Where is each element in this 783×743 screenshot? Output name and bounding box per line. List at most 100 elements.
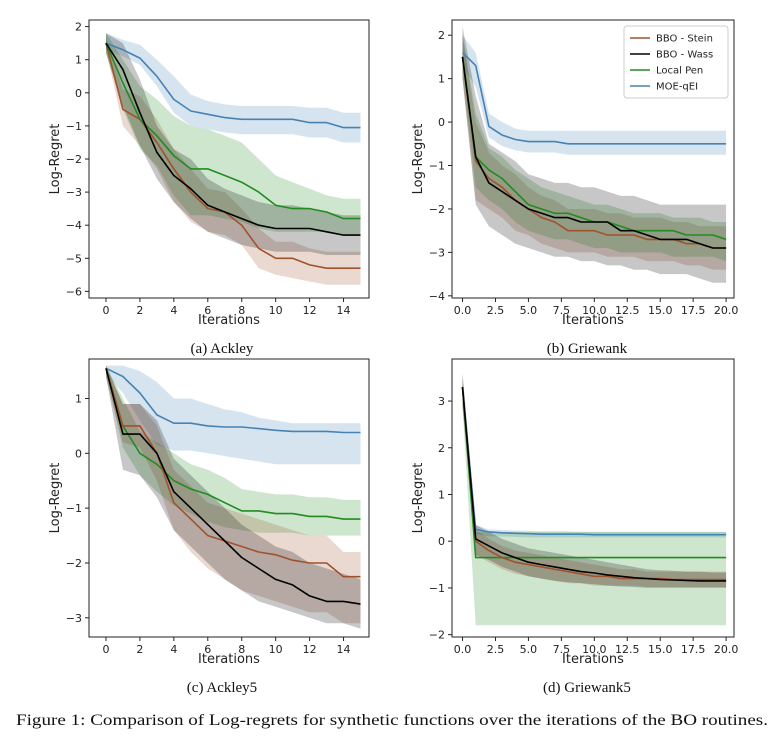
plot-area-griewank5 <box>461 373 727 626</box>
panel-griewank5: 0.0 2.5 5.0 7.5 10.0 12.5 15.0 17.5 20.0 3 2 1 0 −1 −2… <box>411 358 738 696</box>
legend-label-local-pen: Local Pen <box>656 66 703 77</box>
y-tick-label: −1 <box>429 160 445 173</box>
panel-ackley5: 0 2 4 6 8 10 12 1410−1−2−3IterationsLog-Regret … <box>48 358 370 696</box>
y-tick-label: −4 <box>66 219 82 232</box>
line-local-pen-griewank5 <box>461 386 727 559</box>
x-tick-label: 17.5 <box>681 304 706 317</box>
x-tick-label: 0 <box>102 304 109 317</box>
y-tick-label: 3 <box>438 395 445 408</box>
x-tick-label: 0.0 <box>454 643 472 656</box>
x-tick-label: 12.5 <box>615 304 640 317</box>
panel-griewank: 0.0 2.5 5.0 7.5 10.0 12.5 15.0 17.5 20.0 2 1 0 −1 −2 −… <box>411 19 738 357</box>
band-bbo-wass-ackley5 <box>106 365 361 629</box>
panel-ackley: 0 2 4 6 8 10 12 14210−1−2−3−4−5−6IterationsLog-… <box>48 19 370 357</box>
y-axis-label-griewank: Log-Regret <box>411 124 426 195</box>
axes-frame-griewank <box>451 19 735 299</box>
y-tick-label: 0 <box>438 116 445 129</box>
y-axis-label-ackley5: Log-Regret <box>48 463 63 534</box>
x-tick-label: 10 <box>269 304 283 317</box>
x-axis-label-ackley: Iterations <box>198 313 260 328</box>
band-moe-qei-ackley <box>106 33 361 143</box>
y-tick-label: −5 <box>66 252 82 265</box>
plot-layer-griewank5: 0.0 2.5 5.0 7.5 10.0 12.5 15.0 17.5 20.0 3 2 1 0 −1 −2… <box>411 373 738 667</box>
x-axis-label-griewank: Iterations <box>562 313 624 328</box>
y-tick-label: −1 <box>66 502 82 515</box>
y-tick-label: 0 <box>75 87 82 100</box>
y-tick-label: 2 <box>75 21 82 34</box>
y-tick-label: −3 <box>66 612 82 625</box>
y-axis-label-ackley: Log-Regret <box>48 124 63 195</box>
band-moe-qei-griewank5 <box>462 373 727 538</box>
plot-layer-griewank: 0.0 2.5 5.0 7.5 10.0 12.5 15.0 17.5 20.0 2 1 0 −1 −2 −… <box>411 25 738 328</box>
axes-frame-griewank5 <box>451 358 735 638</box>
y-tick-label: −2 <box>66 153 82 166</box>
line-bbo-stein-ackley5 <box>105 368 361 578</box>
line-bbo-wass-ackley5 <box>105 368 361 605</box>
band-moe-qei-griewank <box>462 35 727 155</box>
legend: BBO - Stein BBO - Wass Local Pen MOE-qEI <box>623 25 729 99</box>
x-tick-label: 15.0 <box>648 643 673 656</box>
plot-area-griewank <box>461 26 727 283</box>
y-tick-label: −1 <box>429 582 445 595</box>
band-bbo-stein-ackley <box>106 36 361 285</box>
y-tick-label: −2 <box>429 629 445 642</box>
y-tick-label: 0 <box>438 535 445 548</box>
x-tick-label: 0.0 <box>454 304 472 317</box>
x-tick-label: 4 <box>170 643 177 656</box>
x-axis-label-ackley5: Iterations <box>198 652 260 667</box>
x-tick-label: 12 <box>303 304 317 317</box>
y-tick-label: −1 <box>66 120 82 133</box>
x-tick-label: 10 <box>269 643 283 656</box>
x-tick-label: 14 <box>337 304 351 317</box>
legend-label-bbo-wass: BBO - Wass <box>656 50 713 61</box>
y-tick-label: −6 <box>66 285 82 298</box>
y-tick-label: 0 <box>75 447 82 460</box>
x-tick-label: 4 <box>170 304 177 317</box>
x-tick-label: 15.0 <box>648 304 673 317</box>
y-axis-label-griewank5: Log-Regret <box>411 463 426 534</box>
y-tick-label: −4 <box>429 290 445 303</box>
subcaption-griewank5: (d) Griewank5 <box>543 680 631 696</box>
subcaption-ackley: (a) Ackley <box>191 341 254 357</box>
subcaption-griewank: (b) Griewank <box>547 341 628 357</box>
line-bbo-wass-ackley <box>105 42 361 236</box>
subcaption-ackley5: (c) Ackley5 <box>187 680 257 696</box>
band-local-pen-ackley5 <box>106 365 361 536</box>
x-tick-label: 12.5 <box>615 643 640 656</box>
x-tick-label: 2 <box>136 304 143 317</box>
line-local-pen-ackley <box>105 42 361 220</box>
band-bbo-stein-ackley5 <box>106 365 361 624</box>
plot-layer-ackley: 0 2 4 6 8 10 12 14210−1−2−3−4−5−6IterationsLog-… <box>48 21 361 328</box>
x-tick-label: 2 <box>136 643 143 656</box>
line-moe-qei-griewank5 <box>461 386 727 536</box>
x-tick-label: 2.5 <box>487 643 505 656</box>
y-tick-label: 1 <box>75 392 82 405</box>
x-tick-label: 17.5 <box>681 643 706 656</box>
x-tick-label: 7.5 <box>553 643 571 656</box>
legend-label-moe-qei: MOE-qEI <box>656 82 698 93</box>
line-moe-qei-ackley5 <box>105 367 361 434</box>
x-tick-label: 10.0 <box>582 643 607 656</box>
x-axis-label-griewank5: Iterations <box>562 652 624 667</box>
x-tick-label: 5.0 <box>520 643 538 656</box>
x-tick-label: 8 <box>238 304 245 317</box>
y-tick-label: −3 <box>66 186 82 199</box>
band-bbo-wass-griewank <box>462 26 727 283</box>
plot-area-ackley <box>105 33 361 285</box>
y-tick-label: −2 <box>66 557 82 570</box>
x-tick-label: 7.5 <box>553 304 571 317</box>
line-bbo-wass-griewank <box>461 56 727 249</box>
plot-area-ackley5 <box>105 365 361 629</box>
x-tick-label: 2.5 <box>487 304 505 317</box>
legend-box <box>623 25 729 99</box>
band-bbo-stein-griewank <box>462 35 727 270</box>
x-tick-label: 0 <box>102 643 109 656</box>
x-tick-label: 10.0 <box>582 304 607 317</box>
y-tick-label: 1 <box>75 54 82 67</box>
x-tick-label: 6 <box>204 304 211 317</box>
band-local-pen-griewank5 <box>462 377 727 626</box>
y-tick-label: 2 <box>438 29 445 42</box>
line-moe-qei-ackley <box>105 42 361 129</box>
